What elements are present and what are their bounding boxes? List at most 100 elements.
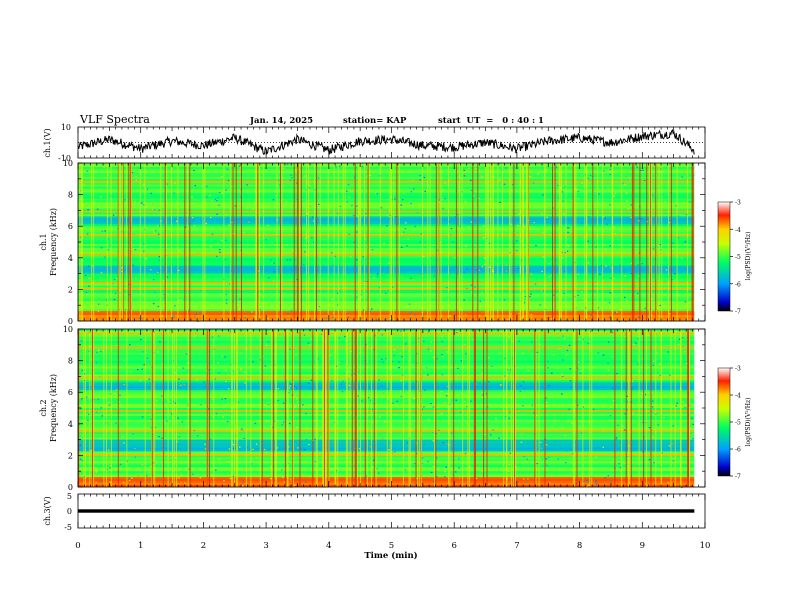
ch2-spectrogram-image-pixel bbox=[425, 368, 427, 370]
ch2-spectrogram-image-pixel bbox=[444, 471, 446, 473]
ch2-spectrogram-image-pixel bbox=[432, 378, 434, 380]
ch2-spectrogram-image-pixel bbox=[520, 386, 522, 389]
ch1-spectrogram-image-row bbox=[78, 309, 695, 312]
ch1-spectrogram-image-pixel bbox=[562, 250, 564, 252]
ch2-spectrogram-image-pixel bbox=[552, 354, 555, 356]
ch1-spectrogram-image-pixel bbox=[225, 213, 228, 215]
ch1-spectrogram-image-pixel bbox=[296, 182, 298, 184]
ch1-spectrogram-image-pixel bbox=[143, 250, 145, 252]
ch1-spectrogram-image-pixel bbox=[216, 213, 218, 215]
ch1-spectrogram-image-pixel bbox=[135, 175, 137, 177]
ch1-spectrogram-image-pixel bbox=[353, 176, 356, 178]
ch2-spectrogram-image-pixel bbox=[677, 344, 680, 346]
ch2-spectrogram-image-pixel bbox=[357, 395, 359, 397]
ch2-spectrogram-image-pixel bbox=[338, 337, 340, 339]
ch2-spectrogram-image-row bbox=[78, 479, 695, 482]
ch2-spectrogram-image-pixel bbox=[232, 444, 235, 446]
ch1-spectrogram-image-band bbox=[78, 288, 695, 290]
ch1-spectrogram-image-band bbox=[78, 253, 695, 256]
ch2-spectrogram-image-pixel bbox=[282, 402, 285, 404]
ch1-spectrogram-image-row bbox=[78, 220, 695, 223]
ch2-spectrogram-image-pixel bbox=[380, 385, 383, 387]
ch2-spectrogram-image-pixel bbox=[442, 355, 444, 357]
ch1-spectrogram-image-pixel bbox=[659, 244, 662, 246]
ch2-spectrogram-image-pixel bbox=[131, 477, 133, 479]
ch1-ylabel-channel: ch.1 bbox=[39, 233, 48, 250]
ch2-spectrogram-image-pixel bbox=[580, 420, 583, 422]
ch1-spectrogram-image-pixel bbox=[420, 233, 423, 235]
ch2-spectrogram-image-pixel bbox=[294, 484, 296, 486]
ch2-spectrogram-image-pixel bbox=[119, 394, 121, 396]
ch2-spectrogram-image-pixel bbox=[416, 453, 418, 455]
ch2-spectrogram-image-pixel bbox=[293, 406, 296, 408]
ch2-spectrogram-image-row bbox=[78, 356, 695, 359]
ch1-spectrogram-image-row bbox=[78, 228, 695, 231]
ch2-spectrogram-image-row bbox=[78, 483, 695, 486]
ch2-spectrogram-image-pixel bbox=[551, 372, 553, 374]
ch2-spectrogram-image-pixel bbox=[184, 482, 186, 484]
ch1-spectrogram-image-pixel bbox=[566, 250, 569, 252]
ch1-spectrogram-image-pixel bbox=[362, 256, 364, 258]
ch2-ylabel-frequency: Frequency (kHz) bbox=[49, 374, 58, 442]
ch2-spectrogram-image-pixel bbox=[80, 365, 83, 367]
ch1-spectrogram-image-pixel bbox=[189, 223, 192, 225]
ch1-spectrogram-image-pixel bbox=[271, 262, 273, 264]
ch1-spectrogram-image-pixel bbox=[206, 185, 208, 187]
ch1-spectrogram-image-pixel bbox=[285, 200, 288, 202]
ch2-spectrogram-image-pixel bbox=[106, 468, 108, 470]
ch2-spectrogram-image-pixel bbox=[142, 351, 144, 353]
ch1-spectrogram-image-pixel bbox=[234, 205, 236, 207]
ch1-spectrogram-image-pixel bbox=[145, 206, 148, 208]
ch2-spectrogram-image-pixel bbox=[526, 482, 528, 484]
ch2-spectrogram-image-pixel bbox=[629, 380, 632, 382]
ch1-spectrogram-image-pixel bbox=[438, 199, 441, 201]
ch1-spectrogram-image-pixel bbox=[567, 231, 569, 234]
ch1-spectrogram-image-pixel bbox=[470, 284, 473, 286]
ch1-spectrogram-image-pixel bbox=[294, 293, 296, 295]
ch2-spectrogram-image-pixel bbox=[672, 459, 675, 461]
ch1-spectrogram-image-row bbox=[78, 186, 695, 189]
ch1-spectrogram-image-pixel bbox=[374, 192, 377, 194]
ch2-spectrogram-image-pixel bbox=[126, 440, 129, 442]
ch1-spectrogram-image-pixel bbox=[636, 166, 638, 168]
ch2-spectrogram-image-pixel bbox=[297, 447, 299, 449]
ch2-colorbar-tick-label: -3 bbox=[735, 366, 741, 373]
ch1-spectrogram-image-pixel bbox=[219, 191, 221, 194]
ch2-spectrogram-image-pixel bbox=[632, 412, 634, 414]
ch2-spectrogram-image-pixel bbox=[398, 361, 400, 363]
ch2-spec-ytick-label: 4 bbox=[68, 420, 73, 429]
ch1-spectrogram-image-pixel bbox=[442, 189, 445, 191]
ch2-spectrogram-image-pixel bbox=[261, 487, 264, 489]
ch2-spectrogram-image-row bbox=[78, 485, 695, 488]
ch1-spectrogram-image-pixel bbox=[334, 255, 336, 257]
ch1-spectrogram-image-pixel bbox=[625, 192, 628, 194]
xtick-label: 5 bbox=[389, 541, 394, 551]
ch2-spectrogram-image-pixel bbox=[509, 452, 512, 454]
ch2-spectrogram-image-pixel bbox=[310, 397, 313, 399]
ch1-spectrogram-image-pixel bbox=[373, 266, 376, 268]
ch2-spectrogram-image-pixel bbox=[223, 480, 225, 482]
ch1-spectrogram-image-pixel bbox=[624, 184, 626, 186]
ch2-spectrogram-image-band bbox=[78, 410, 695, 412]
ch2-spectrogram-image-pixel bbox=[611, 387, 614, 389]
ch1-spectrogram-image-pixel bbox=[530, 293, 532, 295]
ch1-spectrogram-image-row bbox=[78, 247, 695, 251]
ch1-spectrogram-image-pixel bbox=[478, 315, 481, 317]
ch1-spectrogram-image-pixel bbox=[145, 188, 147, 190]
ch2-spectrogram-image-pixel bbox=[365, 475, 368, 477]
ch2-spectrogram-image-pixel bbox=[421, 408, 423, 410]
ch2-spectrogram-image-pixel bbox=[310, 338, 312, 340]
ch1-spectrogram-image-pixel bbox=[505, 264, 507, 266]
ch2-spectrogram-image-pixel bbox=[150, 418, 152, 420]
ch1-spectrogram-image-pixel bbox=[539, 304, 542, 306]
ch1-spectrogram-image-pixel bbox=[505, 167, 507, 169]
ch2-spectrogram-image-row bbox=[78, 370, 695, 373]
ch1-spectrogram-image-pixel bbox=[153, 232, 155, 234]
ch1-spectrogram-image-pixel bbox=[400, 204, 402, 206]
ch2-spectrogram-image-pixel bbox=[400, 330, 402, 332]
ch1-spectrogram-image-pixel bbox=[272, 280, 275, 282]
ch2-spectrogram-image-pixel bbox=[455, 399, 457, 401]
ch2-spectrogram-image-row bbox=[78, 386, 695, 389]
ch2-spectrogram-image-pixel bbox=[548, 384, 550, 387]
ch1-spectrogram-image-pixel bbox=[273, 271, 275, 273]
